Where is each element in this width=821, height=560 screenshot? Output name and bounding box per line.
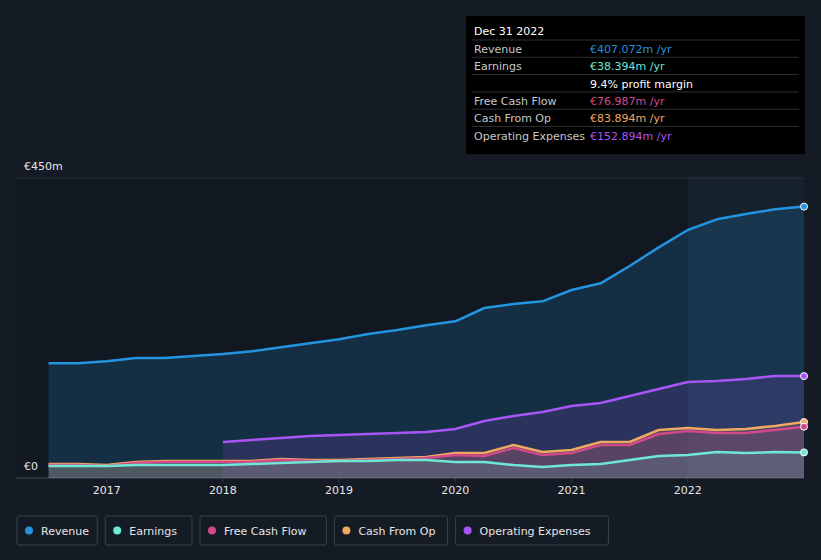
end-point — [801, 203, 808, 210]
tooltip-value: €152.894m /yr — [590, 130, 672, 143]
series-line — [49, 207, 804, 364]
legend-swatch — [342, 527, 350, 535]
legend-swatch — [113, 527, 121, 535]
tooltip-value: €407.072m /yr — [590, 43, 672, 56]
series-line — [49, 422, 804, 465]
x-tick-label: 2022 — [674, 484, 702, 497]
series-line — [49, 452, 804, 467]
tooltip-label: Cash From Op — [474, 112, 551, 125]
grid-line — [16, 178, 804, 179]
legend-label: Earnings — [129, 525, 177, 538]
tooltip-divider — [472, 74, 799, 75]
legend-swatch — [464, 527, 472, 535]
tooltip-note: 9.4% profit margin — [590, 78, 693, 91]
end-point — [801, 373, 808, 380]
plot-area — [16, 178, 804, 478]
x-tick-label: 2018 — [209, 484, 237, 497]
x-tick — [687, 478, 688, 482]
tooltip-label: Revenue — [474, 43, 522, 56]
series-area — [49, 207, 804, 478]
x-tick-label: 2020 — [441, 484, 469, 497]
x-tick — [339, 478, 340, 482]
end-point — [801, 449, 808, 456]
end-point — [801, 423, 808, 430]
tooltip-divider — [472, 91, 799, 92]
x-tick-label: 2017 — [93, 484, 121, 497]
legend-label: Cash From Op — [358, 525, 435, 538]
tooltip-value: €38.394m /yr — [590, 60, 665, 73]
x-tick — [222, 478, 223, 482]
x-tick-label: 2021 — [558, 484, 586, 497]
tooltip-divider — [472, 57, 799, 58]
legend-box — [456, 516, 609, 545]
legend-label: Free Cash Flow — [224, 525, 307, 538]
legend-label: Revenue — [41, 525, 89, 538]
x-tick — [455, 478, 456, 482]
legend-label: Operating Expenses — [480, 525, 591, 538]
tooltip-label: Operating Expenses — [474, 130, 585, 143]
y-tick-label: €0 — [24, 460, 38, 473]
series-line — [49, 427, 804, 466]
tooltip-divider — [472, 126, 799, 127]
legend-box — [17, 516, 97, 545]
x-tick — [106, 478, 107, 482]
series-area — [49, 422, 804, 478]
tooltip-divider — [472, 40, 799, 41]
series-group — [49, 207, 804, 478]
x-tick-label: 2019 — [325, 484, 353, 497]
tooltip-label: Free Cash Flow — [474, 95, 557, 108]
legend-box — [200, 516, 326, 545]
tooltip-value: €76.987m /yr — [590, 95, 665, 108]
tooltip-value: €83.894m /yr — [590, 112, 665, 125]
tooltip-title: Dec 31 2022 — [474, 25, 544, 38]
tooltip-box — [466, 16, 805, 154]
legend-swatch — [208, 527, 216, 535]
background — [0, 0, 821, 560]
legend-box — [105, 516, 192, 545]
series-area — [49, 427, 804, 478]
tooltip-label: Earnings — [474, 60, 522, 73]
x-tick — [571, 478, 572, 482]
legend-swatch — [25, 527, 33, 535]
y-tick-label: €450m — [24, 160, 63, 173]
legend-box — [334, 516, 447, 545]
chart: €0 €450m 2017 2018 2019 2020 2021 2022 Dec 31 20… — [0, 0, 821, 560]
tooltip-divider — [472, 109, 799, 110]
